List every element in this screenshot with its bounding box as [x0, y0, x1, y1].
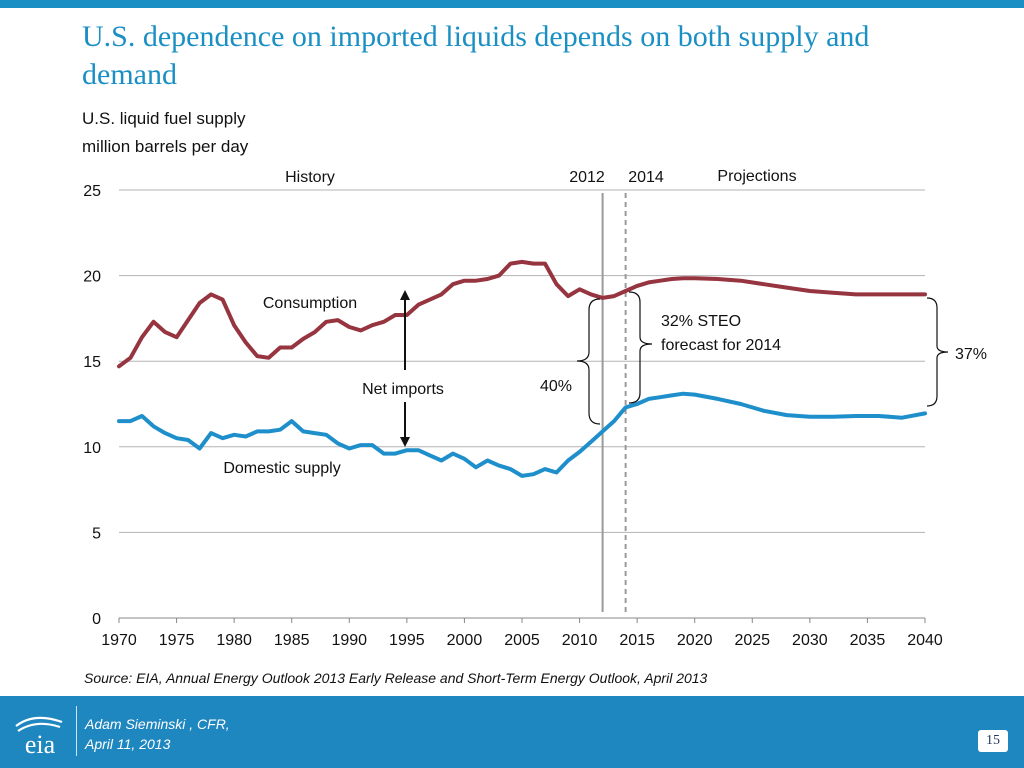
pct-2012-label: 40% — [540, 378, 572, 395]
x-tick-label-2000: 2000 — [447, 632, 483, 649]
slide-title: U.S. dependence on imported liquids depe… — [82, 20, 870, 91]
x-tick-label-1990: 1990 — [331, 632, 367, 649]
subtitle-line-1: U.S. liquid fuel supply — [82, 109, 246, 128]
x-tick-label-1985: 1985 — [274, 632, 310, 649]
x-tick-label-1995: 1995 — [389, 632, 425, 649]
bracket-2012 — [576, 298, 601, 425]
y-tick-label-5: 5 — [92, 525, 101, 542]
bracket-2014 — [628, 291, 653, 404]
marker-label-2012: 2012 — [569, 169, 605, 186]
x-tick-label-1970: 1970 — [101, 632, 137, 649]
x-tick-label-2040: 2040 — [907, 632, 943, 649]
y-tick-label-25: 25 — [83, 183, 101, 200]
x-tick-label-2005: 2005 — [504, 632, 540, 649]
x-tick-label-1975: 1975 — [159, 632, 195, 649]
steo-label-line-2: forecast for 2014 — [661, 337, 781, 354]
x-tick-label-2020: 2020 — [677, 632, 713, 649]
eia-logo-text: eia — [25, 730, 56, 758]
series-line-domestic-supply — [117, 391, 927, 478]
chart-subtitle: U.S. liquid fuel supply million barrels … — [82, 105, 248, 161]
author-line-1: Adam Sieminski , CFR, — [85, 716, 230, 732]
subtitle-line-2: million barrels per day — [82, 137, 249, 156]
steo-label-line-1: 32% STEO — [661, 313, 741, 330]
x-tick-label-2025: 2025 — [734, 632, 770, 649]
domestic-supply-label: Domestic supply — [223, 460, 340, 477]
x-tick-label-2015: 2015 — [619, 632, 655, 649]
x-tick-label-1980: 1980 — [216, 632, 252, 649]
bracket-2040 — [926, 297, 949, 407]
x-tick-label-2010: 2010 — [562, 632, 598, 649]
eia-logo: eia — [15, 716, 63, 758]
y-tick-label-15: 15 — [83, 354, 101, 371]
pct-2040-label: 37% — [955, 346, 987, 363]
projections-label: Projections — [717, 168, 796, 185]
consumption-label: Consumption — [263, 295, 357, 312]
source-note: Source: EIA, Annual Energy Outlook 2013 … — [84, 670, 708, 686]
series-line-consumption — [117, 259, 927, 369]
footer-author: Adam Sieminski , CFR, April 11, 2013 — [85, 714, 230, 754]
y-tick-label-10: 10 — [83, 440, 101, 457]
y-tick-label-0: 0 — [92, 611, 101, 628]
author-line-2: April 11, 2013 — [85, 736, 171, 752]
net-imports-label: Net imports — [362, 381, 444, 398]
page-number: 15 — [978, 730, 1008, 752]
marker-label-2014: 2014 — [628, 169, 664, 186]
x-tick-label-2030: 2030 — [792, 632, 828, 649]
y-tick-label-20: 20 — [83, 269, 101, 286]
footer-bar — [0, 696, 1024, 768]
history-label: History — [285, 169, 335, 186]
footer-divider — [76, 706, 77, 756]
x-tick-label-2035: 2035 — [850, 632, 886, 649]
top-accent-bar — [0, 0, 1024, 8]
